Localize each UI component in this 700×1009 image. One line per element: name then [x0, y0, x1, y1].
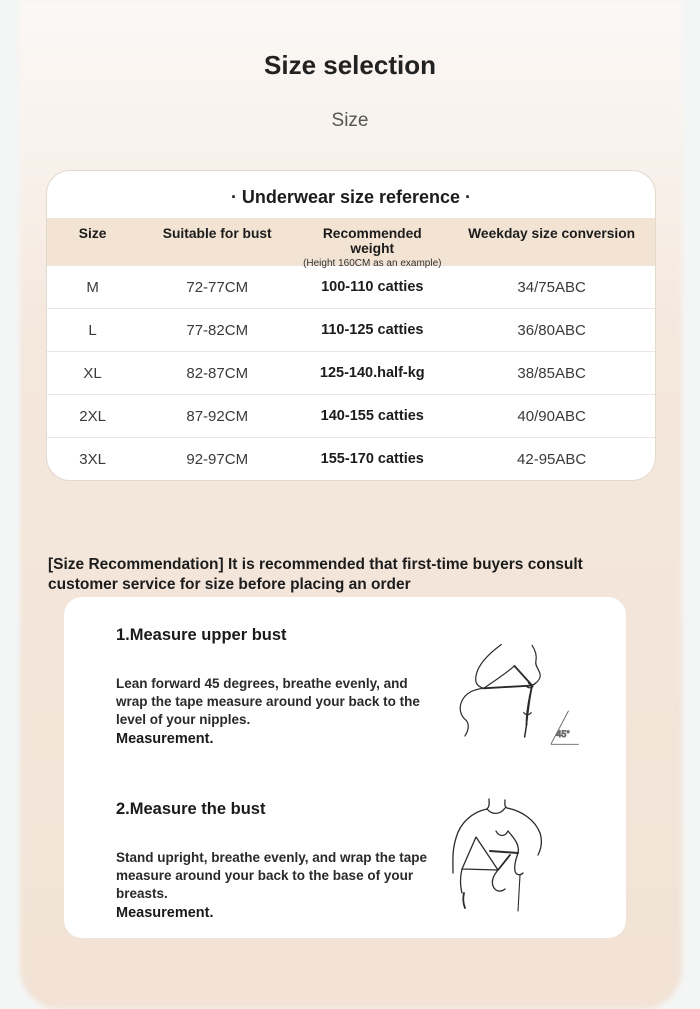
svg-text:45°: 45° — [556, 729, 570, 739]
